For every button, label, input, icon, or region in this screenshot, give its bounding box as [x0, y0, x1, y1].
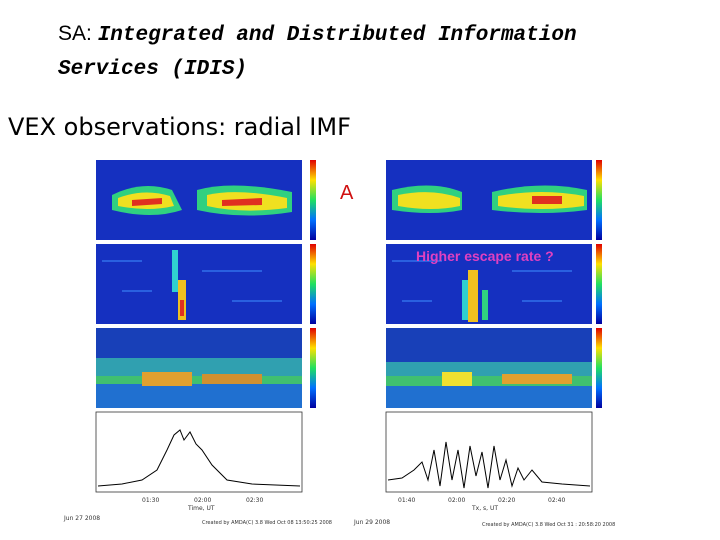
right-panels: [385, 160, 602, 493]
right-tick-3: 02:20: [498, 497, 515, 504]
higher-escape-label: Higher escape rate ?: [416, 248, 554, 264]
vex-figure: 01:30 02:00 02:30 Time, UT 01:40 02:00 0…: [63, 160, 615, 528]
slide-subtitle: VEX observations: radial IMF: [8, 113, 351, 141]
left-tick-2: 02:00: [194, 497, 211, 504]
label-a: A: [340, 182, 354, 204]
right-date: Jun 29 2008: [353, 519, 390, 526]
right-credit: Created by AMDA(C) 3.8 Wed Oct 31 : 20:5…: [482, 522, 615, 528]
left-spectrogram-2: [96, 244, 302, 324]
right-time-label: Tx, s, UT: [471, 505, 498, 512]
left-panels: [95, 160, 316, 493]
slide-title: SA: Integrated and Distributed Informati…: [58, 18, 678, 86]
left-credit: Created by AMDA(C) 3.8 Wed Oct 08 13:50:…: [202, 520, 332, 526]
left-date: Jun 27 2008: [63, 515, 100, 522]
left-tick-1: 01:30: [142, 497, 159, 504]
right-spectrogram-2: [386, 244, 592, 324]
title-main: Integrated and Distributed Information S…: [58, 24, 577, 81]
title-prefix: SA:: [58, 22, 98, 45]
left-time-label: Time, UT: [187, 505, 215, 512]
right-tick-2: 02:00: [448, 497, 465, 504]
left-lineplot: [95, 411, 303, 493]
right-tick-4: 02:40: [548, 497, 565, 504]
left-tick-3: 02:30: [246, 497, 263, 504]
right-tick-1: 01:40: [398, 497, 415, 504]
